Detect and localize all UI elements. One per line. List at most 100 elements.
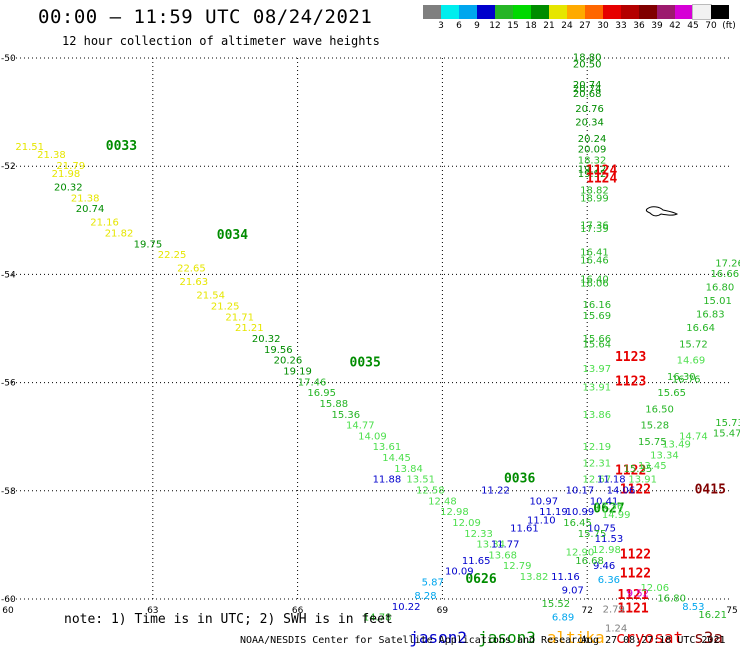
swh-value-label: 21.51	[15, 142, 44, 153]
lon-tick-label: 63	[147, 606, 158, 616]
color-scale-tick: 70	[705, 21, 717, 31]
swh-value-label: 14.78	[363, 613, 392, 624]
page-subtitle: 12 hour collection of altimeter wave hei…	[62, 34, 380, 48]
pass-time-label: 1122	[620, 566, 651, 581]
color-swatch	[711, 5, 729, 19]
swh-value-label: 21.63	[180, 277, 209, 288]
swh-value-label: 13.36	[595, 502, 624, 513]
swh-value-label: 12.67	[583, 475, 612, 486]
color-scale-tick: 42	[669, 21, 681, 31]
pass-time-label: 0626	[465, 572, 496, 587]
swh-value-label: 10.17	[566, 486, 595, 497]
color-scale-tick: 36	[633, 21, 645, 31]
lon-tick-label: 60	[2, 606, 14, 616]
swh-value-label: 16.21	[698, 610, 727, 621]
pass-time-label: 1122	[615, 464, 646, 479]
swh-value-labels: 18.8020.5020.7420.7420.6820.7620.3420.24…	[15, 53, 740, 635]
swh-value-label: 13.86	[583, 410, 612, 421]
swh-value-label: 13.51	[406, 475, 435, 486]
swh-value-label: 11.16	[551, 572, 580, 583]
color-scale-tick: 27	[579, 21, 591, 31]
lat-tick-label: -60	[1, 595, 16, 605]
swh-value-label: 20.26	[274, 356, 303, 367]
swh-value-label: 19.19	[283, 366, 312, 377]
color-swatch	[657, 5, 675, 19]
swh-value-label: 8.53	[682, 602, 704, 613]
color-scale-tick: 18	[525, 21, 537, 31]
swh-value-label: 10.41	[590, 496, 619, 507]
color-scale-tick: 15	[507, 21, 519, 31]
swh-value-label: 10.09	[445, 567, 474, 578]
swh-value-label: 17.26	[715, 258, 740, 269]
legend-jason3: jason3	[478, 628, 536, 647]
lon-tick-label: 66	[292, 606, 304, 616]
color-swatch	[513, 5, 531, 19]
lat-tick-label: -54	[1, 270, 16, 280]
swh-value-label: 1.24	[605, 623, 627, 634]
pass-time-label: 0033	[106, 139, 137, 154]
swh-value-label: 19.56	[264, 345, 293, 356]
swh-value-label: 13.82	[520, 572, 549, 583]
swh-value-label: 6.89	[552, 613, 574, 624]
swh-value-label: 14.99	[602, 510, 631, 521]
color-scale-tick: 3	[438, 21, 444, 31]
satellite-legend: jason2 jason3 altika cryosat s3a	[390, 609, 734, 647]
swh-value-label: 12.31	[583, 458, 612, 469]
axis-tick-labels: 60 63 66 69 72 75 -50 -52 -54 -56 -58 -60	[1, 54, 738, 616]
island-outline	[645, 206, 678, 217]
color-swatch	[692, 4, 712, 20]
swh-value-label: 20.74	[573, 80, 602, 91]
pass-time-label: 1123	[615, 374, 646, 389]
swh-value-label: 15.73	[715, 418, 740, 429]
swh-value-label: 12.98	[440, 507, 469, 518]
swh-value-label: 15.88	[319, 399, 348, 410]
swh-value-label: 15.47	[713, 429, 740, 440]
legend-s3a: s3a	[694, 628, 723, 647]
swh-value-label: 6.36	[598, 575, 620, 586]
swh-value-label: 13.61	[373, 442, 402, 453]
color-scale-tick: 39	[651, 21, 663, 31]
swh-value-label: 10.97	[529, 496, 558, 507]
swh-value-label: 18.80	[573, 53, 602, 64]
swh-value-label: 15.35	[624, 464, 653, 475]
swh-value-label: 16.41	[580, 247, 609, 258]
swh-value-label: 15.52	[542, 599, 571, 610]
swh-value-label: 13.45	[638, 461, 667, 472]
swh-value-label: 21.25	[211, 302, 240, 313]
page-title: 00:00 – 11:59 UTC 08/24/2021	[38, 6, 373, 28]
footnote: note: 1) Time is in UTC; 2) SWH is in fe…	[64, 612, 393, 627]
swh-value-label: 9.46	[593, 561, 615, 572]
pass-time-label: 1121	[617, 588, 648, 603]
swh-value-label: 16.45	[563, 518, 592, 529]
swh-value-label: 11.53	[595, 534, 624, 545]
swh-value-label: 13.68	[488, 550, 517, 561]
swh-value-label: 11.19	[539, 507, 568, 518]
swh-value-label: 16.76	[672, 375, 701, 386]
swh-value-label: 11.61	[510, 523, 539, 534]
swh-value-label: 18.99	[580, 193, 609, 204]
swh-value-label: 16.40	[580, 275, 609, 286]
pass-time-label: 1121	[617, 602, 648, 617]
pass-time-label: 1122	[620, 547, 651, 562]
swh-value-label: 15.75	[638, 437, 667, 448]
swh-value-label: 12.48	[428, 496, 457, 507]
swh-value-label: 15.01	[703, 296, 732, 307]
swh-value-label: 10.75	[587, 523, 616, 534]
swh-value-label: 13.34	[476, 540, 505, 551]
pass-time-label: 0034	[217, 228, 248, 243]
swh-value-label: 20.74	[573, 84, 602, 95]
swh-value-label: 15.69	[583, 311, 612, 322]
swh-value-label: 20.24	[578, 134, 607, 145]
swh-value-label: 17.46	[298, 377, 327, 388]
swh-value-label: 12.79	[503, 561, 532, 572]
swh-value-label: 14.74	[679, 431, 708, 442]
pass-time-label: 0627	[593, 501, 624, 516]
swh-value-label: 16.68	[575, 556, 604, 567]
swh-value-label: 20.32	[252, 334, 281, 345]
swh-value-label: 21.21	[235, 323, 264, 334]
color-scale-tick: 24	[561, 21, 573, 31]
swh-value-label: 13.91	[583, 383, 612, 394]
swh-value-label: 12.19	[583, 442, 612, 453]
legend-jason2: jason2	[409, 628, 468, 647]
lat-tick-label: -58	[1, 487, 16, 497]
